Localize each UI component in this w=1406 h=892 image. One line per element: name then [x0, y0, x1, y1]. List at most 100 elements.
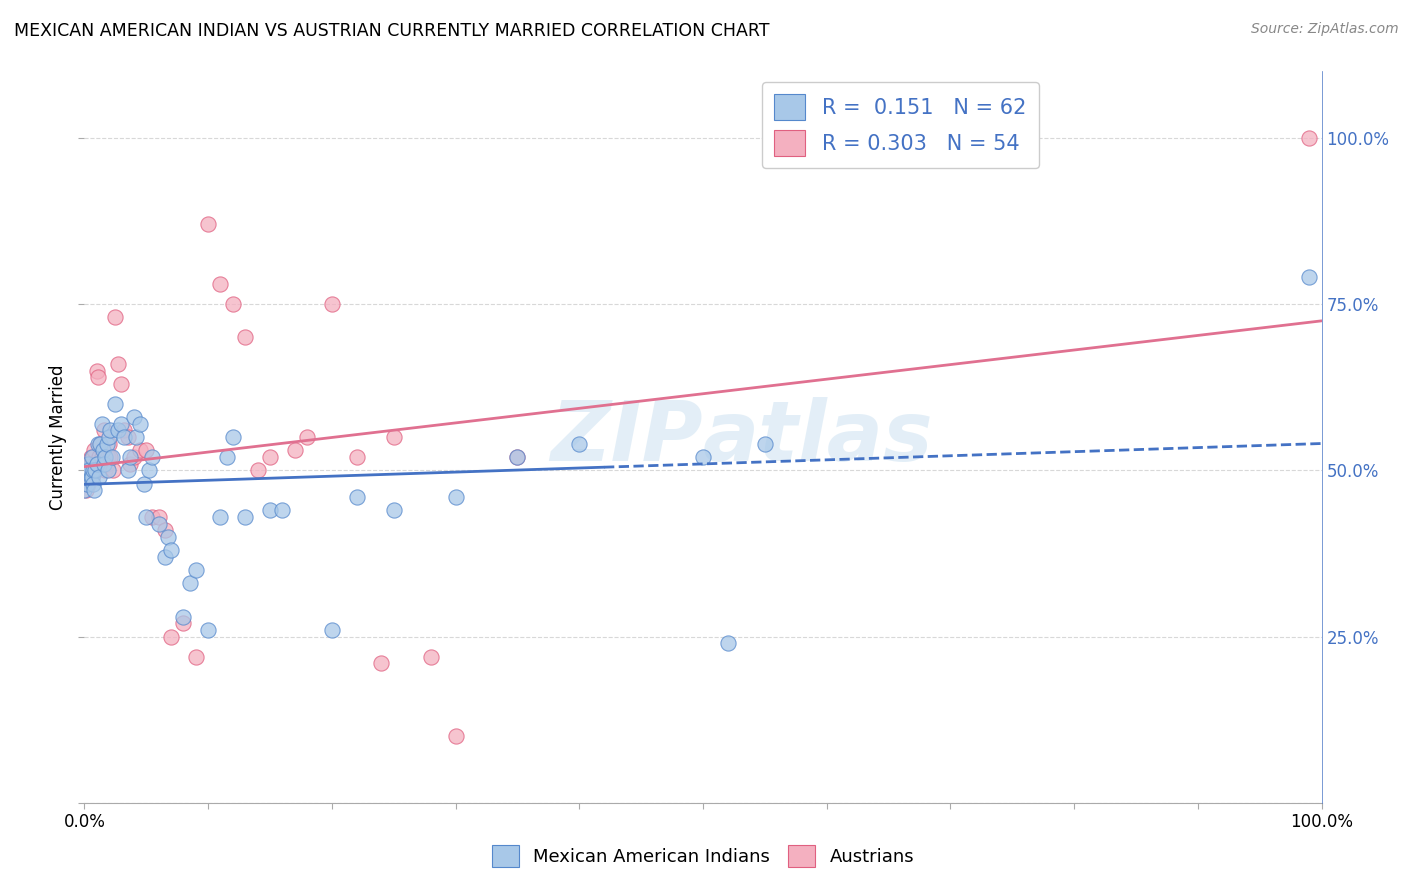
Point — [132, 476, 155, 491]
Point — [107, 424, 129, 438]
Point — [89, 436, 111, 450]
Point — [135, 509, 157, 524]
Point — [91, 443, 114, 458]
Point — [346, 450, 368, 464]
Point — [94, 450, 117, 464]
Point — [444, 490, 467, 504]
Point — [86, 363, 108, 377]
Point — [84, 463, 107, 477]
Point — [93, 457, 115, 471]
Text: MEXICAN AMERICAN INDIAN VS AUSTRIAN CURRENTLY MARRIED CORRELATION CHART: MEXICAN AMERICAN INDIAN VS AUSTRIAN CURR… — [14, 22, 769, 40]
Point — [506, 450, 529, 464]
Point — [98, 436, 121, 450]
Point — [692, 450, 714, 464]
Point — [79, 470, 101, 484]
Point — [97, 450, 120, 464]
Legend: Mexican American Indians, Austrians: Mexican American Indians, Austrians — [485, 838, 921, 874]
Point — [87, 436, 110, 450]
Point — [91, 443, 114, 458]
Point — [79, 457, 101, 471]
Point — [246, 463, 269, 477]
Point — [717, 636, 740, 650]
Point — [382, 430, 405, 444]
Point — [77, 476, 100, 491]
Point — [259, 503, 281, 517]
Point — [209, 277, 232, 292]
Point — [138, 463, 160, 477]
Point — [153, 523, 176, 537]
Point — [76, 476, 98, 491]
Point — [120, 450, 142, 464]
Point — [94, 463, 117, 477]
Point — [75, 483, 97, 498]
Point — [98, 450, 121, 464]
Point — [172, 609, 194, 624]
Point — [419, 649, 441, 664]
Point — [370, 656, 392, 670]
Point — [75, 463, 97, 477]
Point — [346, 490, 368, 504]
Point — [112, 424, 135, 438]
Point — [382, 503, 405, 517]
Point — [321, 297, 343, 311]
Point — [197, 217, 219, 231]
Point — [506, 450, 529, 464]
Point — [444, 729, 467, 743]
Point — [197, 623, 219, 637]
Point — [79, 450, 101, 464]
Point — [222, 430, 245, 444]
Point — [73, 483, 96, 498]
Text: atlas: atlas — [703, 397, 934, 477]
Point — [90, 450, 112, 464]
Point — [82, 476, 104, 491]
Point — [122, 450, 145, 464]
Point — [104, 397, 127, 411]
Text: Source: ZipAtlas.com: Source: ZipAtlas.com — [1251, 22, 1399, 37]
Point — [129, 417, 152, 431]
Point — [86, 457, 108, 471]
Point — [160, 543, 183, 558]
Point — [141, 509, 163, 524]
Point — [98, 430, 121, 444]
Point — [1298, 270, 1320, 285]
Point — [89, 436, 111, 450]
Point — [160, 630, 183, 644]
Point — [284, 443, 307, 458]
Point — [295, 430, 318, 444]
Point — [141, 450, 163, 464]
Point — [179, 576, 201, 591]
Point — [568, 436, 591, 450]
Point — [100, 450, 122, 464]
Point — [83, 483, 105, 498]
Point — [104, 310, 127, 325]
Point — [117, 463, 139, 477]
Point — [122, 410, 145, 425]
Point — [184, 563, 207, 577]
Point — [129, 443, 152, 458]
Point — [135, 443, 157, 458]
Point — [96, 436, 118, 450]
Point — [209, 509, 232, 524]
Point — [77, 457, 100, 471]
Point — [79, 463, 101, 477]
Point — [96, 457, 118, 471]
Point — [117, 430, 139, 444]
Point — [87, 370, 110, 384]
Point — [321, 623, 343, 637]
Point — [97, 463, 120, 477]
Point — [172, 616, 194, 631]
Point — [259, 450, 281, 464]
Point — [101, 463, 124, 477]
Point — [148, 516, 170, 531]
Point — [110, 417, 132, 431]
Point — [93, 424, 115, 438]
Point — [80, 470, 103, 484]
Point — [233, 330, 256, 344]
Point — [80, 450, 103, 464]
Point — [110, 376, 132, 391]
Text: ZIP: ZIP — [550, 397, 703, 477]
Point — [80, 470, 103, 484]
Point — [107, 357, 129, 371]
Point — [184, 649, 207, 664]
Point — [125, 430, 148, 444]
